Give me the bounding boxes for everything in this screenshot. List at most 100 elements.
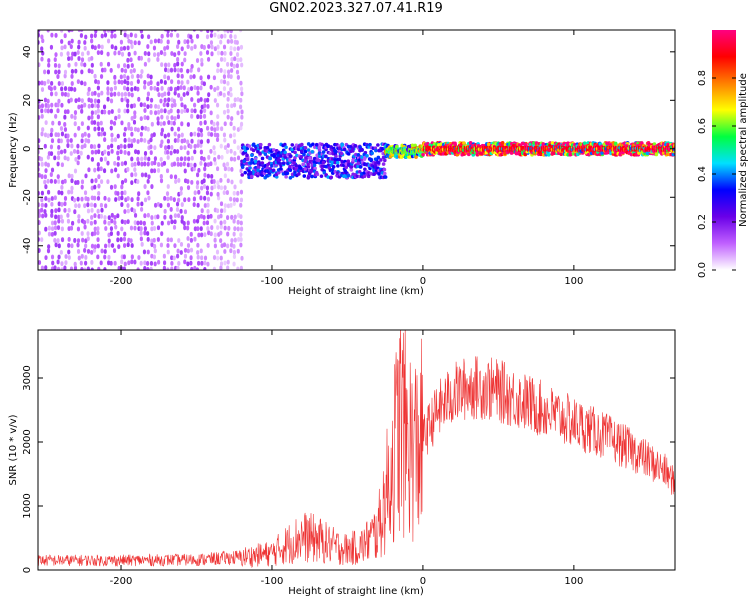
- heatmap-cell: [177, 92, 181, 98]
- heatmap-cell: [334, 154, 338, 159]
- heatmap-cell: [180, 80, 184, 86]
- heatmap-cell: [297, 172, 301, 176]
- heatmap-cell: [229, 242, 234, 248]
- heatmap-cell: [190, 155, 194, 161]
- heatmap-cell: [80, 179, 85, 185]
- heatmap-cell: [159, 156, 163, 162]
- heatmap-cell: [195, 172, 200, 178]
- heatmap-cell: [117, 114, 121, 120]
- heatmap-cell: [226, 178, 230, 184]
- heatmap-cell: [197, 139, 201, 144]
- heatmap-cell: [107, 215, 111, 221]
- heatmap-cell: [212, 145, 216, 151]
- heatmap-cell: [219, 213, 223, 219]
- heatmap-cell: [226, 259, 230, 265]
- heatmap-cell: [44, 202, 48, 208]
- heatmap-cell: [143, 115, 147, 120]
- heatmap-cell: [56, 266, 61, 270]
- heatmap-cell: [156, 214, 160, 220]
- heatmap-cell: [146, 161, 150, 167]
- heatmap-cell: [60, 162, 64, 168]
- heatmap-cell: [189, 86, 194, 91]
- heatmap-cell: [223, 208, 227, 213]
- heatmap-cell: [179, 190, 183, 196]
- heatmap-cell: [149, 97, 154, 103]
- heatmap-cell: [66, 143, 70, 148]
- heatmap-cell: [236, 248, 240, 254]
- heatmap-cell: [588, 145, 592, 152]
- heatmap-cell: [87, 68, 91, 74]
- heatmap-cell: [200, 260, 204, 266]
- heatmap-cell: [618, 142, 623, 147]
- heatmap-cell: [63, 86, 68, 91]
- heatmap-cell: [56, 259, 60, 265]
- heatmap-cell: [120, 161, 124, 167]
- heatmap-cell: [163, 195, 167, 201]
- heatmap-cell: [109, 119, 114, 125]
- heatmap-cell: [223, 260, 227, 266]
- heatmap-cell: [265, 145, 270, 150]
- heatmap-cell: [96, 85, 100, 91]
- heatmap-cell: [163, 97, 167, 103]
- heatmap-cell: [159, 38, 163, 44]
- heatmap-cell: [276, 170, 281, 175]
- heatmap-cell: [353, 164, 358, 168]
- heatmap-cell: [94, 178, 98, 183]
- heatmap-cell: [239, 121, 244, 127]
- heatmap-cell: [110, 44, 114, 50]
- heatmap-cell: [156, 225, 161, 231]
- heatmap-cell: [223, 225, 227, 231]
- heatmap-cell: [69, 225, 74, 231]
- heatmap-cell: [229, 156, 234, 162]
- heatmap-cell: [39, 156, 44, 162]
- heatmap-cell: [160, 86, 164, 91]
- heatmap-cell: [76, 242, 80, 248]
- heatmap-cell: [165, 191, 170, 197]
- heatmap-cell: [210, 44, 214, 50]
- heatmap-cell: [40, 108, 44, 114]
- heatmap-cell: [136, 86, 140, 92]
- heatmap-cell: [226, 62, 230, 67]
- heatmap-cell: [229, 51, 233, 56]
- heatmap-cell: [56, 225, 61, 231]
- heatmap-cell: [93, 244, 97, 250]
- heatmap-cell: [299, 166, 303, 170]
- heatmap-cell: [346, 144, 351, 149]
- heatmap-cell: [90, 114, 94, 120]
- heatmap-cell: [223, 166, 228, 172]
- heatmap-cell: [203, 260, 207, 266]
- heatmap-cell: [233, 184, 237, 190]
- heatmap-cell: [193, 131, 197, 137]
- heatmap-cell: [192, 218, 197, 224]
- x-tick-label: 100: [564, 576, 583, 587]
- heatmap-cell: [159, 98, 163, 104]
- heatmap-cell: [83, 81, 87, 87]
- heatmap-cell: [179, 156, 184, 162]
- heatmap-cell: [166, 267, 170, 270]
- heatmap-cell: [373, 157, 378, 161]
- heatmap-cell: [136, 161, 141, 166]
- heatmap-cell: [122, 132, 127, 137]
- heatmap-cell: [103, 156, 108, 162]
- heatmap-cell: [53, 179, 57, 184]
- heatmap-cell: [96, 50, 100, 56]
- heatmap-cell: [73, 168, 78, 174]
- heatmap-cell: [129, 32, 133, 38]
- heatmap-cell: [177, 39, 181, 45]
- heatmap-cell: [40, 80, 44, 86]
- heatmap-cell: [196, 132, 201, 138]
- heatmap-cell: [63, 127, 68, 132]
- heatmap-cell: [219, 177, 223, 183]
- heatmap-cell: [97, 44, 101, 49]
- heatmap-cell: [147, 81, 151, 87]
- heatmap-cell: [166, 75, 171, 81]
- heatmap-cell: [166, 184, 170, 189]
- heatmap-cell: [239, 57, 243, 63]
- heatmap-cell: [362, 152, 367, 157]
- heatmap-cell: [176, 253, 180, 259]
- heatmap-cell: [239, 226, 244, 232]
- heatmap-cell: [126, 34, 130, 39]
- heatmap-cell: [236, 266, 240, 270]
- heatmap-cell: [113, 91, 117, 97]
